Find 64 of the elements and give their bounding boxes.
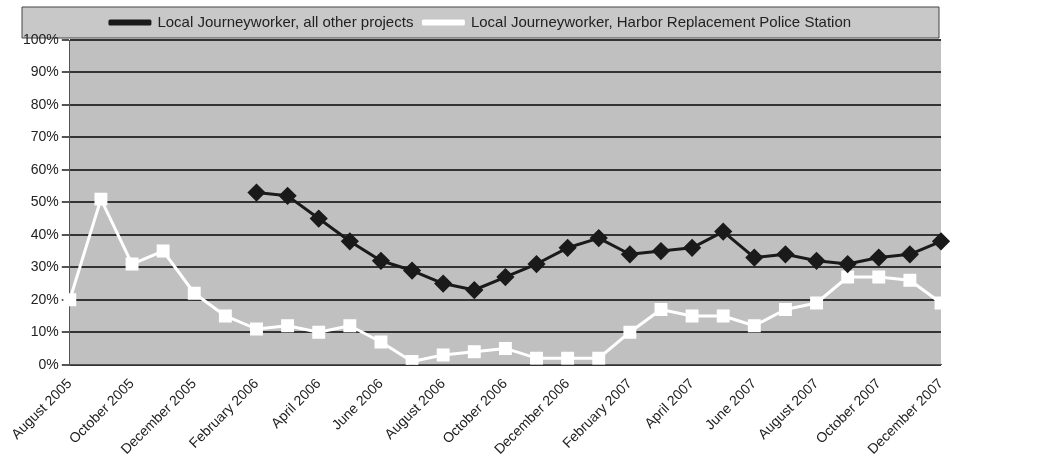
y-tick-label: 20% xyxy=(30,290,59,307)
point xyxy=(685,309,699,323)
y-tick-label: 0% xyxy=(38,355,59,372)
point xyxy=(436,348,450,362)
point xyxy=(872,270,886,284)
point xyxy=(716,309,730,323)
point xyxy=(530,351,543,365)
point xyxy=(870,249,888,267)
point xyxy=(467,345,481,359)
y-tick-label: 10% xyxy=(30,323,59,340)
point xyxy=(808,252,826,270)
point xyxy=(932,232,950,250)
y-tick-label: 60% xyxy=(30,160,59,177)
point xyxy=(623,325,637,339)
point xyxy=(745,249,763,267)
point xyxy=(714,223,732,241)
point xyxy=(310,210,328,228)
point xyxy=(683,239,701,257)
y-tick-label: 100% xyxy=(22,30,59,47)
point xyxy=(156,244,170,258)
point xyxy=(405,354,419,365)
point xyxy=(125,257,139,271)
point xyxy=(279,187,297,205)
point xyxy=(592,351,606,365)
point xyxy=(621,245,639,263)
point xyxy=(590,229,608,247)
point xyxy=(341,232,359,250)
point xyxy=(374,335,388,349)
point xyxy=(528,255,546,273)
point xyxy=(778,303,792,316)
point xyxy=(250,322,263,336)
point xyxy=(901,245,919,263)
y-tick-label: 40% xyxy=(30,225,59,242)
point xyxy=(841,270,855,284)
point xyxy=(496,268,514,286)
point xyxy=(247,184,265,202)
y-tick-label: 90% xyxy=(30,63,59,80)
point xyxy=(561,351,575,365)
point xyxy=(63,293,77,307)
point xyxy=(403,262,421,280)
point xyxy=(465,281,483,299)
point xyxy=(343,319,357,333)
legend-label: Local Journeyworker, Harbor Replacement Police Station xyxy=(470,12,852,30)
point xyxy=(810,296,823,310)
y-tick-label: 70% xyxy=(30,128,59,145)
y-tick-label: 50% xyxy=(30,193,59,210)
point xyxy=(281,319,295,333)
y-tick-label: 30% xyxy=(30,258,59,275)
point xyxy=(312,325,326,339)
point xyxy=(776,245,794,263)
point xyxy=(839,255,857,273)
y-tick-label: 80% xyxy=(30,95,59,112)
point xyxy=(187,286,201,300)
point xyxy=(903,273,917,287)
legend-label: Local Journeyworker, all other projects xyxy=(157,12,414,30)
point xyxy=(652,242,670,260)
point xyxy=(218,309,232,323)
point xyxy=(372,252,390,270)
point xyxy=(559,239,577,257)
point xyxy=(498,342,512,355)
point xyxy=(747,319,761,333)
point xyxy=(434,275,452,293)
point xyxy=(654,303,668,316)
point xyxy=(94,192,108,206)
